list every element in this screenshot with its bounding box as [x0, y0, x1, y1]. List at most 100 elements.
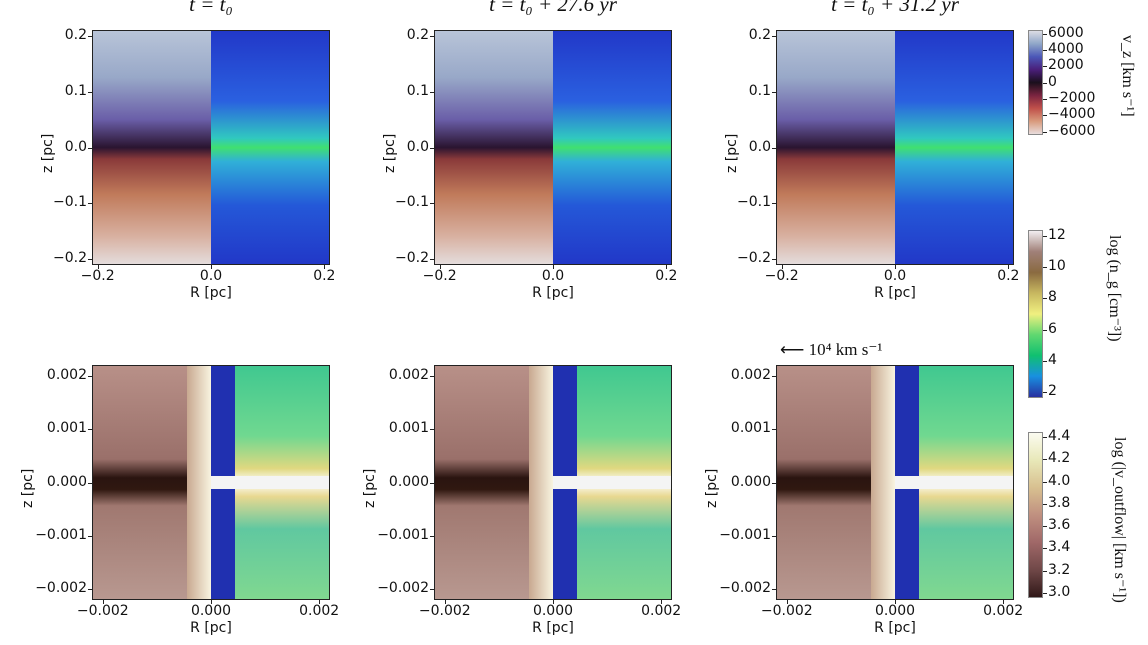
- x-axis-label: R [pc]: [190, 285, 232, 301]
- y-tick-mark: [430, 147, 434, 149]
- x-tick-label: −0.2: [80, 268, 115, 284]
- x-tick-label: 0.0: [541, 268, 565, 284]
- colorbar-tick-label: 4.2: [1048, 450, 1071, 467]
- y-tick-label: 0.001: [388, 420, 429, 437]
- y-tick-label: −0.002: [719, 580, 771, 597]
- colorbar-tick: [1043, 570, 1047, 572]
- y-tick-label: 0.001: [46, 420, 87, 437]
- colorbar-tick: [1043, 593, 1047, 595]
- y-tick-label: −0.001: [377, 526, 429, 543]
- colorbar-tick: [1043, 33, 1047, 35]
- colorbar-tick-label: 2: [1048, 382, 1057, 399]
- y-tick-mark: [772, 91, 776, 93]
- x-tick-label: −0.002: [760, 603, 813, 619]
- x-axis-label: R [pc]: [874, 285, 916, 301]
- y-tick-mark: [430, 203, 434, 205]
- y-tick-mark: [88, 35, 92, 37]
- y-tick-label: −0.002: [377, 580, 429, 597]
- colorbar-tick: [1043, 98, 1047, 100]
- colorbar: [1028, 30, 1043, 135]
- colorbar-tick: [1043, 49, 1047, 51]
- y-axis-label: z [pc]: [704, 468, 720, 508]
- x-tick-mark: [895, 600, 896, 604]
- y-tick-label: 0.0: [748, 138, 771, 155]
- y-tick-mark: [772, 535, 776, 537]
- colorbar-tick: [1043, 298, 1047, 300]
- x-tick-mark: [439, 265, 441, 269]
- y-tick-mark: [772, 429, 776, 431]
- colorbar-tick: [1043, 329, 1047, 331]
- right-half-map: [895, 31, 1013, 264]
- y-tick-mark: [772, 203, 776, 205]
- colorbar-tick-label: 4000: [1048, 40, 1084, 57]
- colorbar-tick-label: 4.4: [1048, 427, 1071, 444]
- y-tick-label: 0.000: [46, 473, 87, 490]
- x-tick-label: 0.002: [983, 603, 1024, 619]
- x-tick-mark: [97, 265, 99, 269]
- midplane-disk: [895, 475, 1013, 490]
- velocity-arrow-key: ⟵ 10⁴ km s⁻¹: [780, 340, 882, 360]
- colorbar: [1028, 230, 1043, 398]
- colorbar-tick-label: −2000: [1048, 89, 1096, 106]
- x-tick-label: 0.002: [641, 603, 682, 619]
- x-tick-label: −0.2: [764, 268, 799, 284]
- colorbar-tick-label: 3.2: [1048, 561, 1071, 578]
- top-panel: [434, 30, 672, 265]
- y-tick-mark: [88, 91, 92, 93]
- y-axis-label: z [pc]: [382, 133, 398, 173]
- y-tick-label: 0.2: [64, 26, 87, 43]
- midplane-disk: [211, 475, 329, 490]
- colorbar-tick-label: −6000: [1048, 122, 1096, 139]
- colorbar-tick: [1043, 391, 1047, 393]
- y-tick-mark: [88, 259, 92, 261]
- x-axis-label: R [pc]: [874, 620, 916, 636]
- x-tick-mark: [661, 600, 663, 604]
- outflow-column: [187, 366, 211, 599]
- x-tick-label: 0.2: [997, 268, 1020, 284]
- colorbar-tick: [1043, 481, 1047, 483]
- outflow-column: [871, 366, 895, 599]
- y-axis-label: z [pc]: [724, 133, 740, 173]
- bottom-panel: [434, 365, 672, 600]
- y-tick-label: 0.1: [64, 82, 87, 99]
- right-half-map: [553, 31, 671, 264]
- y-tick-mark: [430, 589, 434, 591]
- colorbar-tick-label: 0: [1048, 73, 1057, 90]
- colorbar-tick: [1043, 66, 1047, 68]
- colorbar-tick-label: −4000: [1048, 106, 1096, 123]
- colorbar-label: v_z [km s⁻¹]: [1119, 35, 1136, 117]
- y-tick-mark: [772, 375, 776, 377]
- y-tick-mark: [88, 482, 92, 484]
- x-tick-mark: [553, 600, 554, 604]
- x-tick-label: −0.2: [422, 268, 457, 284]
- y-tick-label: 0.1: [748, 82, 771, 99]
- colorbar-tick: [1043, 360, 1047, 362]
- x-tick-label: −0.002: [418, 603, 471, 619]
- y-tick-label: −0.1: [395, 194, 429, 211]
- y-tick-mark: [88, 589, 92, 591]
- x-tick-mark: [1008, 265, 1010, 269]
- colorbar-tick: [1043, 267, 1047, 269]
- y-axis-label: z [pc]: [20, 468, 36, 508]
- x-tick-mark: [1003, 600, 1005, 604]
- x-tick-label: 0.000: [532, 603, 574, 619]
- y-tick-mark: [88, 429, 92, 431]
- left-half-map: [435, 31, 553, 264]
- x-tick-mark: [666, 265, 668, 269]
- colorbar-tick-label: 10: [1048, 258, 1066, 275]
- colorbar-tick-label: 3.8: [1048, 494, 1071, 511]
- y-tick-mark: [430, 375, 434, 377]
- y-tick-label: 0.000: [388, 473, 429, 490]
- y-tick-mark: [772, 259, 776, 261]
- y-tick-label: −0.002: [35, 580, 87, 597]
- y-tick-mark: [88, 147, 92, 149]
- panel-title: t = t₀ + 27.6 yr: [489, 0, 617, 16]
- arrow-icon: ⟵: [780, 340, 805, 359]
- x-tick-label: 0.002: [299, 603, 340, 619]
- x-tick-mark: [444, 600, 446, 604]
- y-tick-label: −0.2: [53, 250, 87, 267]
- x-tick-label: 0.000: [874, 603, 916, 619]
- colorbar-tick-label: 6000: [1048, 24, 1084, 41]
- y-tick-label: −0.001: [719, 526, 771, 543]
- x-axis-label: R [pc]: [190, 620, 232, 636]
